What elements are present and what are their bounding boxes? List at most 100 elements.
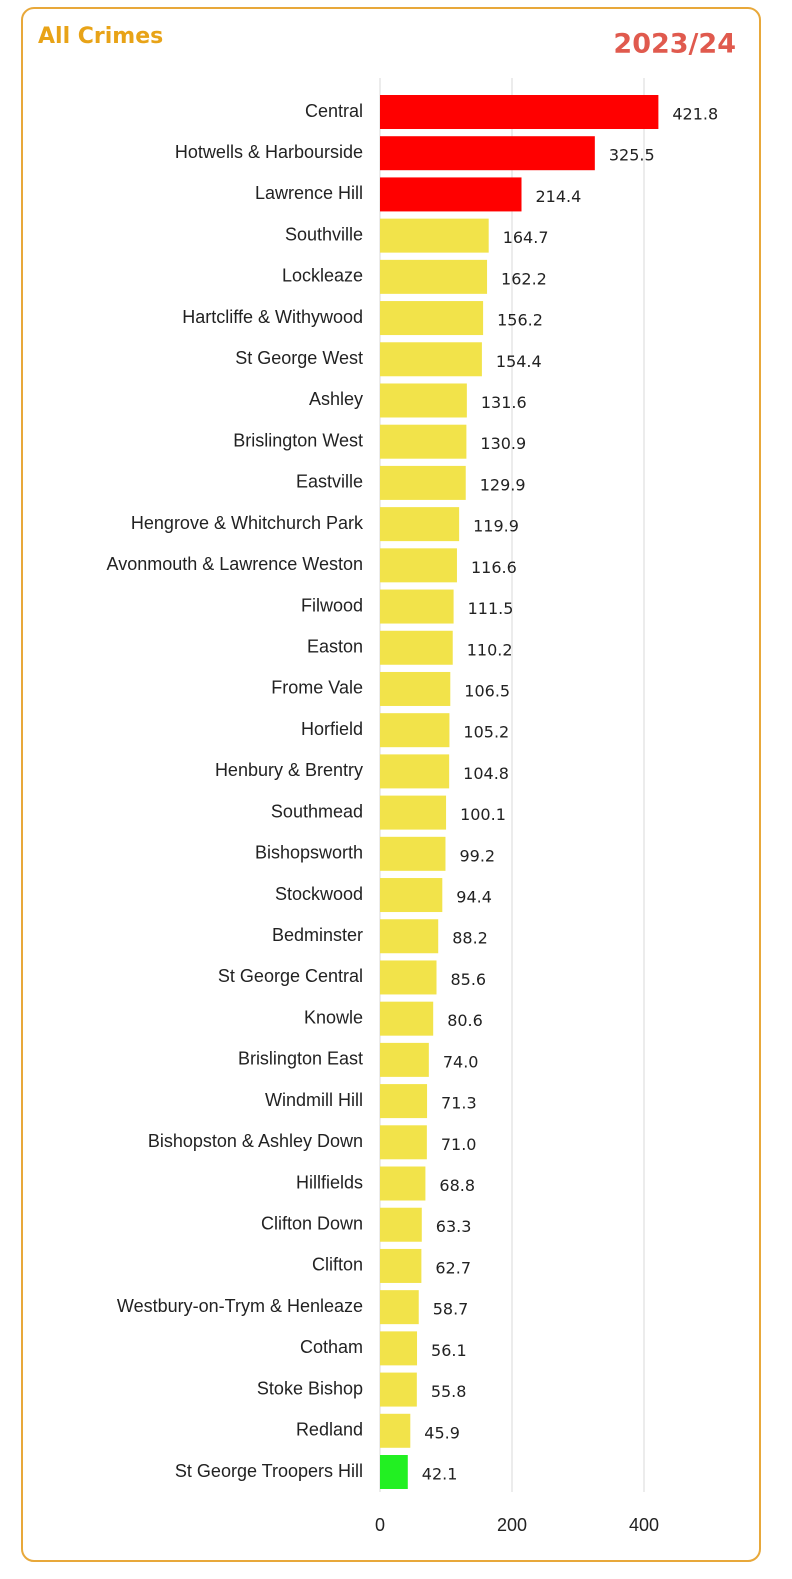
value-label: 80.6 <box>447 1011 483 1030</box>
y-tick-label: Bishopsworth <box>255 843 363 863</box>
y-tick-label: Eastville <box>296 472 363 492</box>
y-tick-label: Horfield <box>301 719 363 739</box>
value-label: 71.3 <box>441 1094 477 1113</box>
value-label: 56.1 <box>431 1341 467 1360</box>
bar <box>380 301 484 336</box>
bar <box>380 424 467 459</box>
bar <box>380 507 460 542</box>
y-tick-label: Frome Vale <box>271 678 363 698</box>
bar <box>380 1084 428 1119</box>
value-label: 164.7 <box>503 228 549 247</box>
value-label: 71.0 <box>441 1135 477 1154</box>
y-tick-label: Stockwood <box>275 884 363 904</box>
value-label: 214.4 <box>536 187 582 206</box>
value-label: 156.2 <box>497 311 543 330</box>
bar <box>380 713 450 748</box>
bar <box>380 878 443 913</box>
value-label: 119.9 <box>473 517 519 536</box>
y-tick-label: St George West <box>235 348 363 368</box>
bar <box>380 1042 429 1077</box>
y-tick-label: Hengrove & Whitchurch Park <box>131 513 364 533</box>
value-label: 111.5 <box>468 599 514 618</box>
y-tick-label: Lockleaze <box>282 266 363 286</box>
bar <box>380 1413 411 1448</box>
y-tick-label: Lawrence Hill <box>255 183 363 203</box>
y-tick-label: Southmead <box>271 801 363 821</box>
value-label: 74.0 <box>443 1052 479 1071</box>
x-tick-label: 400 <box>629 1515 659 1535</box>
bar <box>380 795 447 830</box>
bar <box>380 177 522 212</box>
value-label: 129.9 <box>480 475 526 494</box>
value-label: 58.7 <box>433 1300 469 1319</box>
y-tick-label: St George Troopers Hill <box>175 1461 363 1481</box>
bar <box>380 630 453 665</box>
value-label: 325.5 <box>609 146 655 165</box>
bar <box>380 589 454 624</box>
y-tick-label: Redland <box>296 1420 363 1440</box>
value-label: 104.8 <box>463 764 509 783</box>
y-tick-label: Bedminster <box>272 925 363 945</box>
y-tick-label: Filwood <box>301 595 363 615</box>
bar <box>380 1455 408 1489</box>
y-tick-label: Brislington West <box>233 430 363 450</box>
y-tick-label: Henbury & Brentry <box>215 760 363 780</box>
value-label: 110.2 <box>467 640 513 659</box>
bar <box>380 1207 422 1242</box>
bar <box>380 1166 426 1201</box>
bar <box>380 218 489 253</box>
value-label: 88.2 <box>452 929 488 948</box>
chart-subtitle: 2023/24 <box>613 29 736 60</box>
bar <box>380 671 451 706</box>
bar <box>380 919 439 954</box>
value-label: 106.5 <box>464 681 510 700</box>
y-tick-label: Cotham <box>300 1337 363 1357</box>
bar <box>380 1001 434 1036</box>
bar <box>380 1248 422 1283</box>
value-label: 62.7 <box>435 1258 471 1277</box>
y-tick-label: Stoke Bishop <box>257 1378 363 1398</box>
value-label: 99.2 <box>459 846 495 865</box>
bar <box>380 754 450 789</box>
bar <box>380 342 482 377</box>
value-label: 421.8 <box>672 105 718 124</box>
value-label: 162.2 <box>501 269 547 288</box>
y-tick-label: Hartcliffe & Withywood <box>182 307 363 327</box>
y-tick-label: Clifton <box>312 1255 363 1275</box>
y-tick-label: Bishopston & Ashley Down <box>148 1131 363 1151</box>
y-tick-label: St George Central <box>218 966 363 986</box>
bar <box>380 836 446 871</box>
bar <box>380 548 457 583</box>
value-label: 45.9 <box>424 1423 460 1442</box>
y-tick-label: Easton <box>307 637 363 657</box>
bar <box>380 136 595 171</box>
value-label: 68.8 <box>439 1176 475 1195</box>
y-tick-label: Windmill Hill <box>265 1090 363 1110</box>
bar <box>380 95 659 129</box>
y-tick-label: Hotwells & Harbourside <box>175 142 363 162</box>
bar <box>380 259 488 294</box>
y-tick-label: Hillfields <box>296 1172 363 1192</box>
bar <box>380 383 467 418</box>
bar <box>380 1290 419 1325</box>
y-tick-label: Brislington East <box>238 1049 363 1069</box>
y-tick-label: Clifton Down <box>261 1213 363 1233</box>
value-label: 42.1 <box>422 1465 458 1484</box>
y-tick-label: Central <box>305 101 363 121</box>
value-label: 130.9 <box>480 434 526 453</box>
y-tick-label: Ashley <box>309 389 363 409</box>
x-tick-label: 0 <box>375 1515 385 1535</box>
value-label: 94.4 <box>456 888 492 907</box>
bar <box>380 1125 427 1160</box>
y-tick-label: Knowle <box>304 1007 363 1027</box>
value-label: 131.6 <box>481 393 527 412</box>
value-label: 105.2 <box>463 723 509 742</box>
value-label: 100.1 <box>460 805 506 824</box>
value-label: 85.6 <box>450 970 486 989</box>
value-label: 116.6 <box>471 558 517 577</box>
chart-title: All Crimes <box>38 24 163 49</box>
bar <box>380 1331 418 1366</box>
bar <box>380 1372 417 1407</box>
x-tick-label: 200 <box>497 1515 527 1535</box>
